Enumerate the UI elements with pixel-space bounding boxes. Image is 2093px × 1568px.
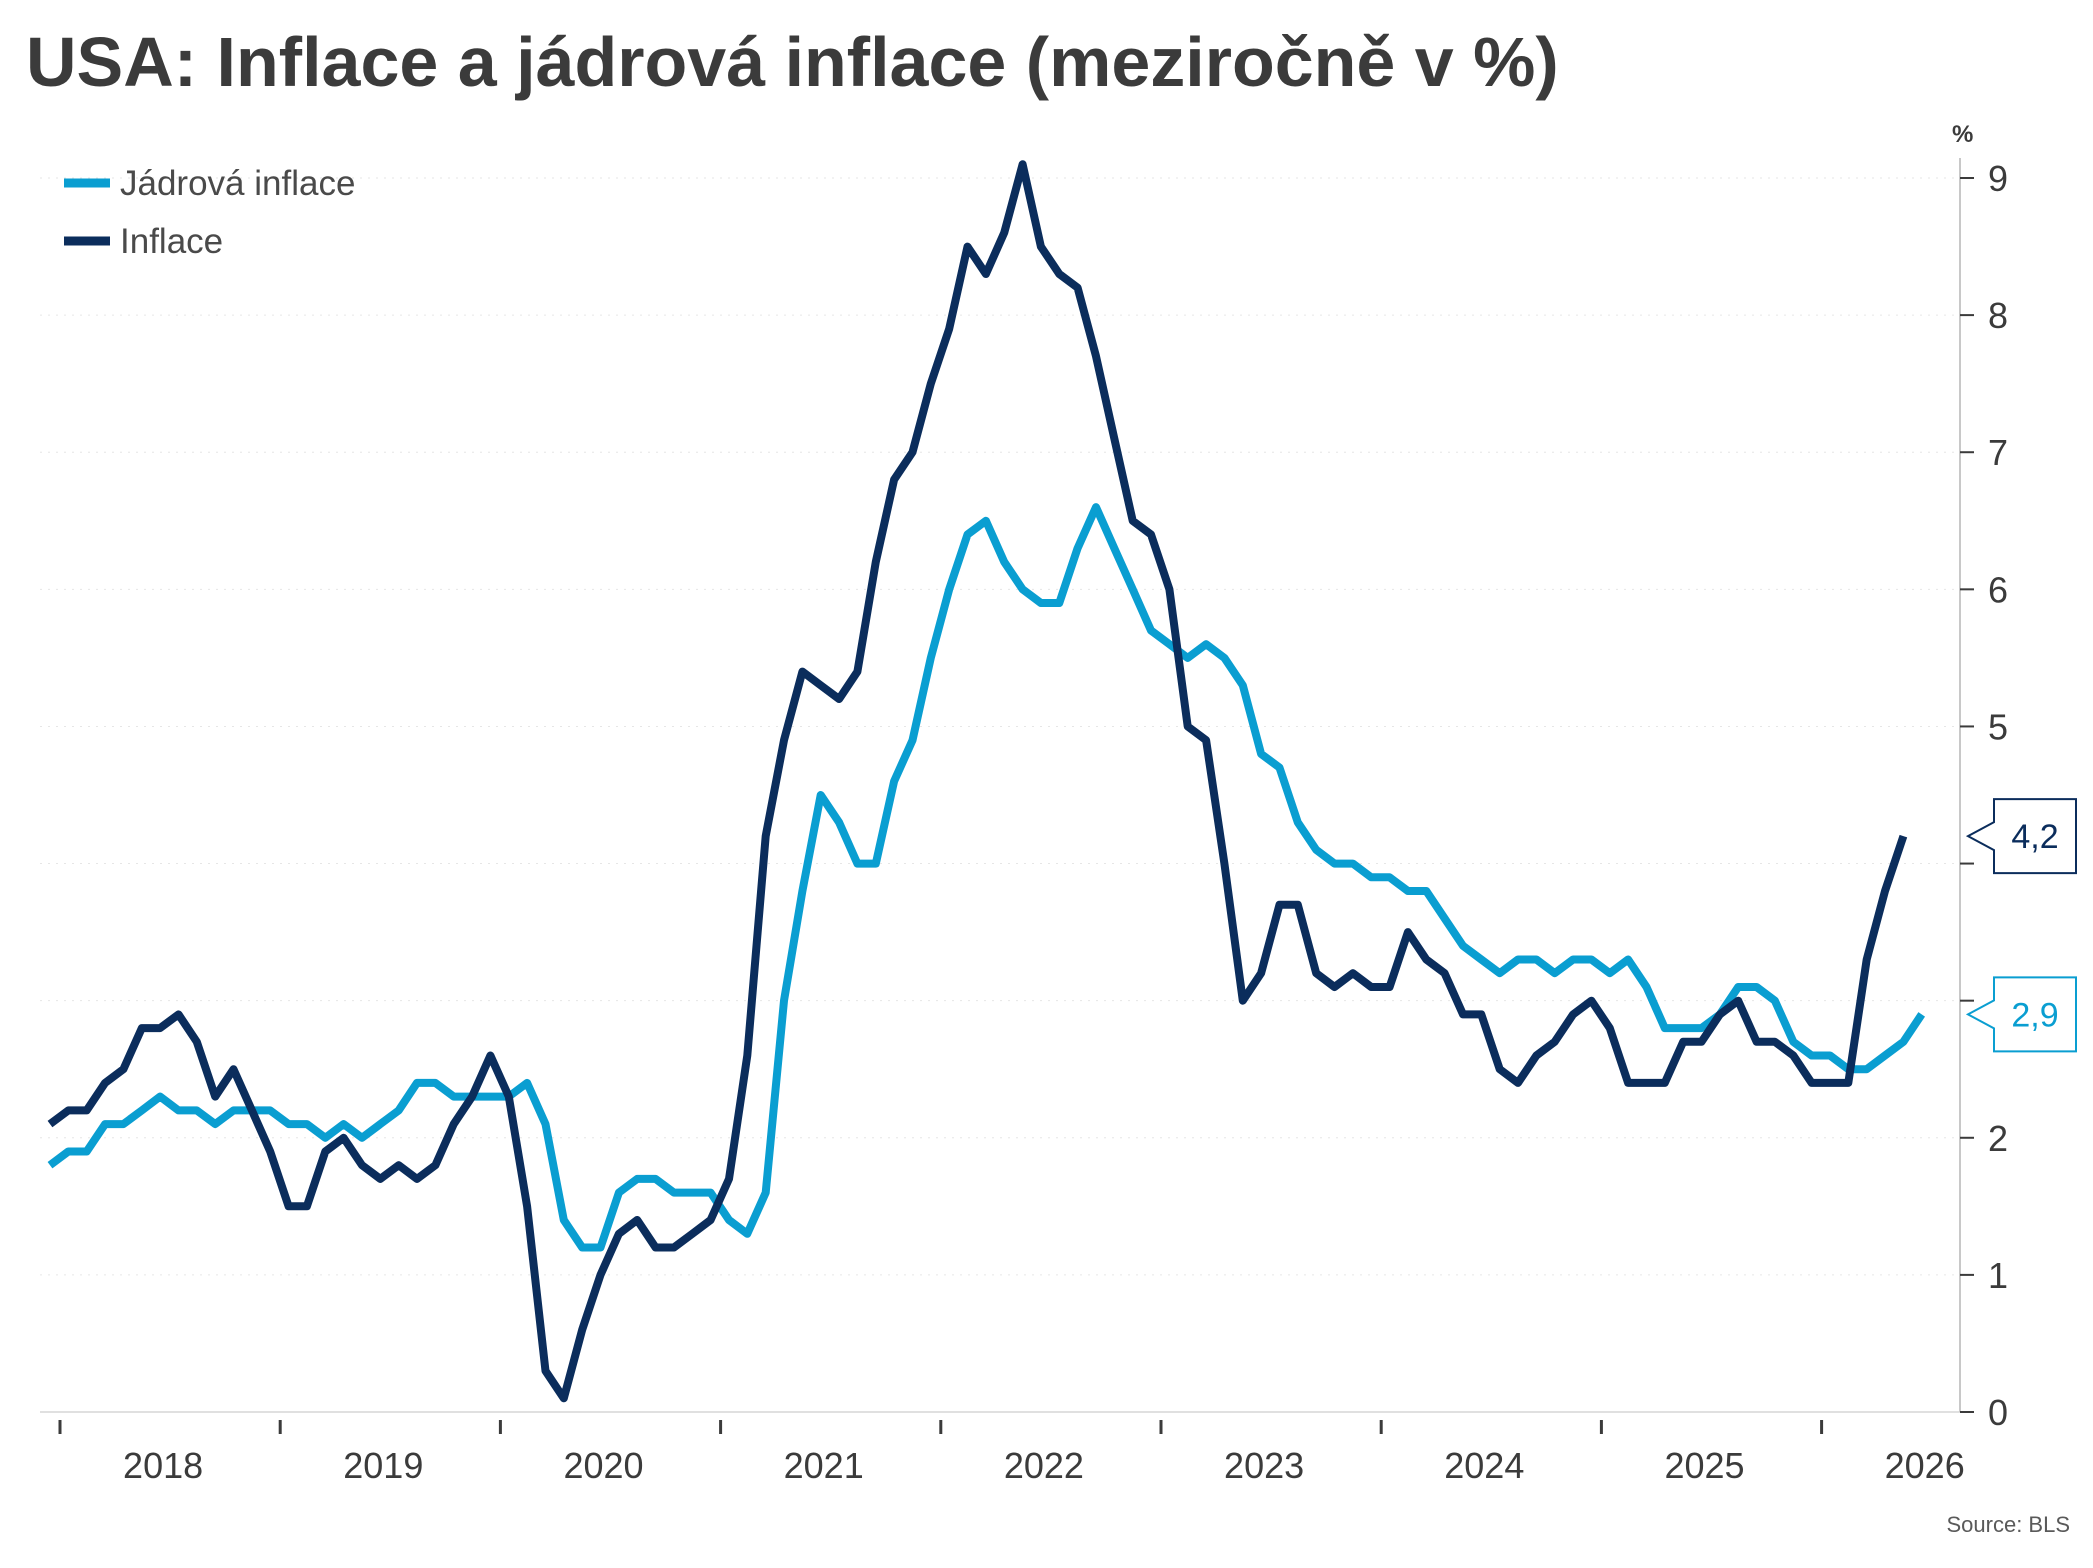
callout-value-core: 2,9	[2011, 996, 2058, 1034]
gridlines	[40, 177, 1960, 1276]
y-tick-label: 9	[1988, 158, 2008, 199]
x-tick-label: 2019	[343, 1445, 423, 1486]
x-tick-label: 2022	[1004, 1445, 1084, 1486]
x-tick-label: 2026	[1885, 1445, 1965, 1486]
y-tick-label: 7	[1988, 432, 2008, 473]
x-tick-label: 2018	[123, 1445, 203, 1486]
chart-title: USA: Inflace a jádrová inflace (meziročn…	[26, 23, 1559, 101]
series-lines	[47, 160, 1926, 1403]
x-tick-label: 2023	[1224, 1445, 1304, 1486]
y-tick-label: 5	[1988, 706, 2008, 747]
y-tick-label: 1	[1988, 1255, 2008, 1296]
x-axis: 2018 2019 2020 2021 2022 2023 2024 2025 2026	[40, 1411, 1965, 1486]
legend-label-core: Jádrová inflace	[120, 164, 355, 203]
x-tick-label: 2020	[563, 1445, 643, 1486]
x-tick-label: 2021	[784, 1445, 864, 1486]
x-tick-label: 2025	[1664, 1445, 1744, 1486]
series-line-inflation	[47, 160, 1908, 1403]
callout-box-core	[1965, 976, 2077, 1053]
callout-box-headline	[1965, 798, 2077, 875]
y-tick-label: 2	[1988, 1118, 2008, 1159]
legend-label-headline: Inflace	[120, 222, 223, 261]
y-tick-label: 0	[1988, 1392, 2008, 1433]
y-tick-label: 8	[1988, 295, 2008, 336]
y-axis: 0 1 2 5 6 7 8 9	[1959, 158, 2008, 1433]
callout-value-headline: 4,2	[2011, 818, 2058, 856]
x-tick-label: 2024	[1444, 1445, 1524, 1486]
y-axis-unit-label: %	[1952, 121, 1973, 148]
y-tick-label: 6	[1988, 569, 2008, 610]
series-line-core-inflation	[47, 503, 1926, 1252]
legend: Jádrová inflace Inflace	[64, 164, 355, 261]
source-note: Source: BLS	[1946, 1512, 2070, 1537]
end-value-callouts: 2,9 4,2	[1965, 798, 2077, 1053]
